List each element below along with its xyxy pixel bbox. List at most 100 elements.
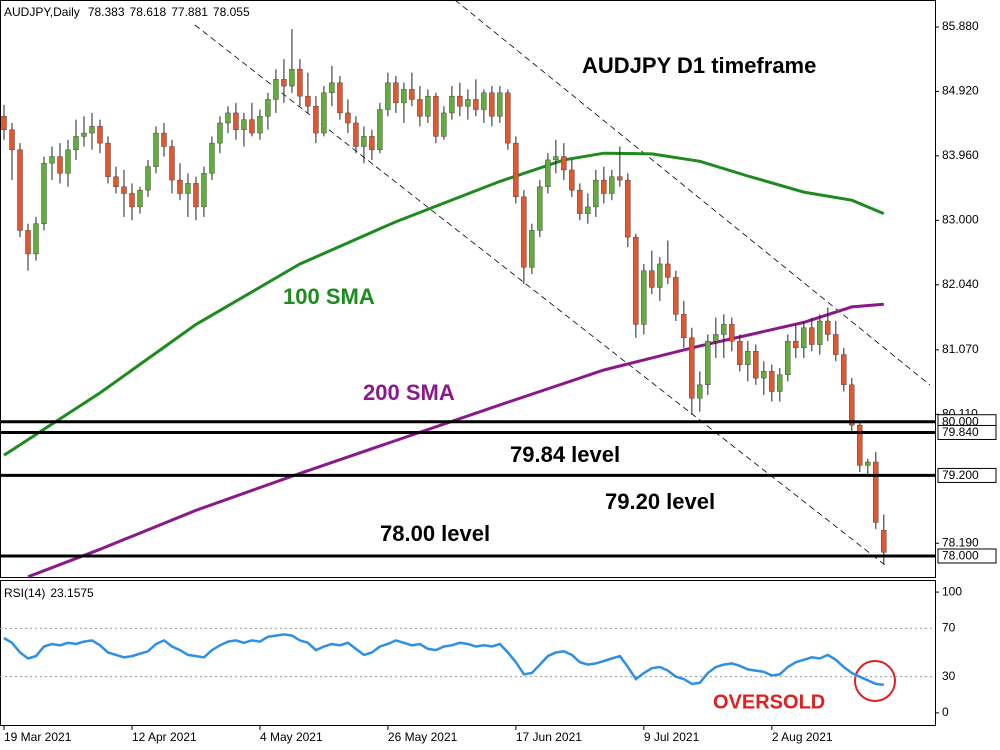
level-label-box <box>937 467 997 483</box>
candle-body <box>313 106 319 134</box>
y-tick-label: 83.000 <box>942 212 979 226</box>
candle-body <box>105 142 111 177</box>
candle-body <box>513 142 519 198</box>
candle-body <box>361 136 367 147</box>
candle-body <box>73 136 79 151</box>
candle-body <box>153 132 159 167</box>
candle-body <box>713 334 719 342</box>
chart-title: AUDJPY D1 timeframe <box>582 53 816 78</box>
candle-body <box>705 340 711 386</box>
candle-body <box>225 112 231 124</box>
candle-body <box>281 79 287 87</box>
candle-body <box>393 82 399 104</box>
series-label: 100 SMA <box>283 284 375 309</box>
candle-body <box>625 179 631 238</box>
open: 78.383 <box>88 5 125 19</box>
candle-body <box>553 156 559 161</box>
candle-body <box>601 179 607 194</box>
x-tick-label: 4 May 2021 <box>260 730 323 744</box>
candle-body <box>841 354 847 386</box>
candle-body <box>369 136 375 151</box>
candle-body <box>585 206 591 214</box>
candle-body <box>641 270 647 325</box>
candle-body <box>273 79 279 100</box>
candle-body <box>401 89 407 104</box>
candle-body <box>65 149 71 174</box>
candle-body <box>81 132 87 137</box>
y-tick-label: 85.880 <box>942 19 979 33</box>
candle-body <box>145 166 151 191</box>
channel-line <box>454 0 931 386</box>
x-tick-label: 17 Jun 2021 <box>516 730 582 744</box>
candle-body <box>857 424 863 466</box>
candle-body <box>385 82 391 110</box>
candle-body <box>161 132 167 147</box>
candle-body <box>185 183 191 194</box>
candle-body <box>817 320 823 345</box>
candle-body <box>881 530 887 553</box>
candle-body <box>529 230 535 268</box>
candle-body <box>681 314 687 339</box>
sma-line <box>3 151 885 457</box>
price-pane <box>0 0 936 578</box>
candle-body <box>665 263 671 278</box>
rsi-name: RSI(14) <box>4 586 45 600</box>
candle-body <box>801 327 807 349</box>
annotation: 79.84 level <box>510 442 620 467</box>
candle-body <box>25 230 31 255</box>
rsi-tick-label: 0 <box>942 705 949 719</box>
candle-body <box>433 95 439 137</box>
candle-body <box>297 69 303 97</box>
high: 78.618 <box>130 5 167 19</box>
candle-body <box>609 176 615 194</box>
rsi-line <box>3 633 884 687</box>
candle-body <box>321 92 327 134</box>
candle-body <box>257 116 263 134</box>
y-tick-label: 81.070 <box>942 342 979 356</box>
candle-body <box>17 149 23 231</box>
candle-body <box>209 142 215 174</box>
candle-body <box>121 186 127 194</box>
candle-body <box>241 119 247 130</box>
y-tick-label: 84.920 <box>942 84 979 98</box>
candle-body <box>793 340 799 349</box>
candle-body <box>57 156 63 174</box>
candle-body <box>449 95 455 114</box>
candle-body <box>33 223 39 255</box>
annotation: 79.20 level <box>605 489 715 514</box>
annotation: 78.00 level <box>380 521 490 546</box>
candle-body <box>873 461 879 523</box>
candle-body <box>329 82 335 93</box>
x-tick-label: 2 Aug 2021 <box>772 730 833 744</box>
candle-body <box>233 112 239 130</box>
candle-body <box>89 126 95 134</box>
rsi-level-label: 30 <box>942 669 956 683</box>
header: AUDJPY,Daily 78.383 78.618 77.881 78.055 <box>4 5 250 19</box>
oversold-circle <box>854 660 896 702</box>
candle-body <box>265 99 271 117</box>
candle-body <box>9 129 15 151</box>
candle-body <box>777 374 783 392</box>
candle-body <box>561 156 567 171</box>
candle-body <box>809 327 815 345</box>
close: 78.055 <box>213 5 250 19</box>
candle-body <box>737 340 743 365</box>
candle-body <box>745 351 751 365</box>
candle-body <box>473 99 479 110</box>
candle-body <box>753 351 759 379</box>
candle-body <box>825 320 831 335</box>
candle-body <box>169 146 175 181</box>
level-label: 79.840 <box>942 425 979 439</box>
candle-body <box>697 384 703 399</box>
candle-body <box>689 337 695 399</box>
candle-body <box>177 179 183 194</box>
candle-body <box>129 193 135 208</box>
rsi-last: 23.1575 <box>50 586 94 600</box>
x-tick-label: 9 Jul 2021 <box>644 730 700 744</box>
series-label: 200 SMA <box>363 380 455 405</box>
candle-body <box>785 340 791 375</box>
candle-body <box>249 119 255 134</box>
level-label: 80.000 <box>942 414 979 428</box>
level-label-box <box>937 548 997 564</box>
